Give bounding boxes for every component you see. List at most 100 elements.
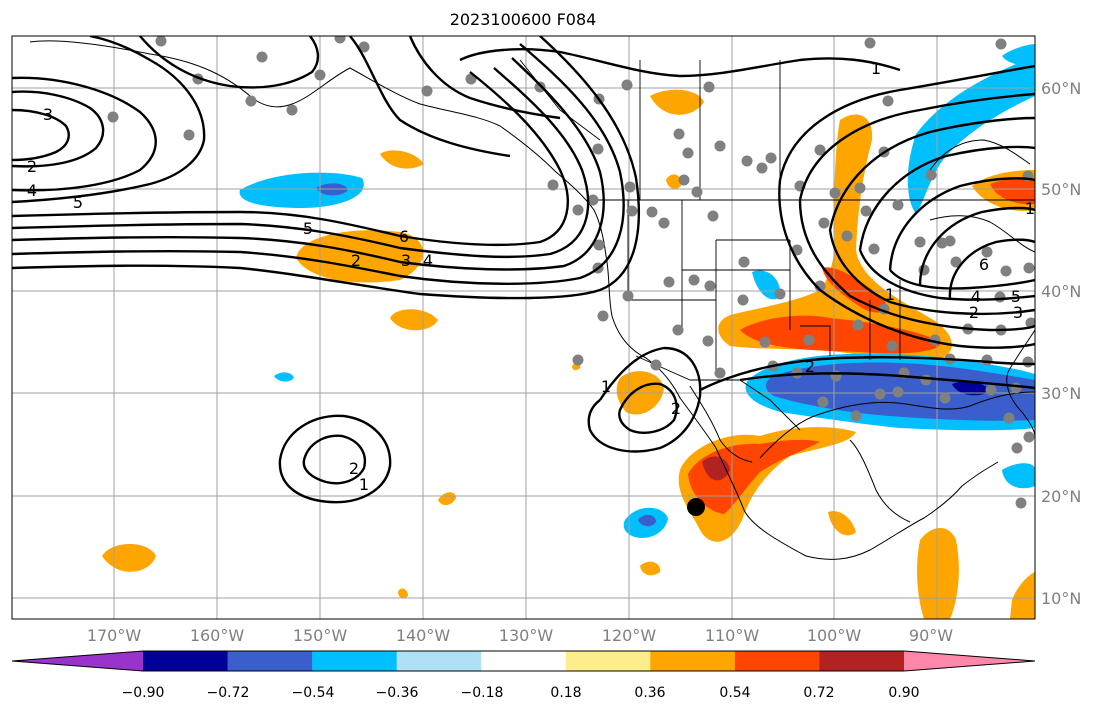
contour-line xyxy=(12,76,157,192)
state-borders xyxy=(800,280,901,360)
contour-lines xyxy=(12,36,1035,504)
positive-anomaly-core xyxy=(990,178,1035,205)
atlantic-coastline xyxy=(1006,329,1035,437)
positive-anomaly-region xyxy=(666,174,682,189)
station-dot xyxy=(854,182,866,194)
station-dot xyxy=(920,374,932,386)
station-dot xyxy=(587,194,599,206)
lon-label: 150°W xyxy=(293,626,348,645)
positive-anomaly-region xyxy=(640,561,661,576)
station-dot xyxy=(650,359,662,371)
lon-label: 160°W xyxy=(190,626,245,645)
station-dot xyxy=(892,199,904,211)
station-dot xyxy=(882,95,894,107)
map-frame xyxy=(11,35,1036,620)
colorbar-tick-label: 0.36 xyxy=(634,685,665,701)
station-dot xyxy=(864,37,876,49)
colorbar-segment xyxy=(565,651,651,671)
colorbar-segment xyxy=(650,651,736,671)
lat-label: 40°N xyxy=(1041,282,1081,301)
station-dot xyxy=(737,294,749,306)
contour-label: 1 xyxy=(885,285,895,304)
contour-line xyxy=(778,179,1035,349)
contour-label: 3 xyxy=(43,105,53,124)
map-title: 2023100600 F084 xyxy=(450,10,597,29)
contour-line xyxy=(699,356,1035,392)
station-dot xyxy=(860,205,872,217)
contour-line xyxy=(778,64,1035,181)
negative-anomaly-gulf-peak xyxy=(952,381,990,396)
contour-label: 3 xyxy=(1013,303,1023,322)
positive-anomaly-region xyxy=(102,544,156,572)
coastlines xyxy=(29,40,1035,560)
positive-anomaly-region xyxy=(650,89,704,115)
station-dot xyxy=(868,243,880,255)
colorbar-tick-label: 0.54 xyxy=(719,685,750,701)
contour-label: 4 xyxy=(971,287,981,306)
contour-line xyxy=(12,43,625,285)
station-dot xyxy=(741,155,753,167)
station-dot xyxy=(818,217,830,229)
contour-line xyxy=(459,48,901,78)
contour-line xyxy=(408,36,561,120)
station-dot xyxy=(714,140,726,152)
contour-line xyxy=(828,116,1035,231)
station-dot xyxy=(691,186,703,198)
colorbar-tick-label: −0.54 xyxy=(292,685,335,701)
latitude-labels: 60°N 50°N 40°N 30°N 20°N 10°N xyxy=(1041,79,1081,608)
station-dot xyxy=(624,181,636,193)
negative-anomaly-region xyxy=(274,372,294,382)
contour-line xyxy=(587,346,702,453)
station-dot xyxy=(1003,412,1015,424)
contour-line xyxy=(858,249,1035,301)
contour-label: 6 xyxy=(979,255,989,274)
station-dot xyxy=(995,38,1007,50)
colorbar-tick-label: 0.90 xyxy=(888,685,919,701)
colorbar-extend-high xyxy=(904,651,1035,671)
gulf-coastline xyxy=(759,391,1035,459)
station-dot xyxy=(985,384,997,396)
contour-line xyxy=(918,206,1035,287)
negative-anomaly-core xyxy=(638,514,656,527)
station-dot xyxy=(936,237,948,249)
station-dot xyxy=(245,95,257,107)
storm-position-marker xyxy=(687,498,705,516)
station-dot xyxy=(682,147,694,159)
station-dot xyxy=(803,334,815,346)
positive-anomaly-region xyxy=(438,492,456,506)
colorbar-extend-low xyxy=(12,651,143,671)
station-dot xyxy=(597,310,609,322)
station-dot xyxy=(107,111,119,123)
positive-anomaly-region xyxy=(828,511,856,536)
station-dot xyxy=(702,335,714,347)
contour-line xyxy=(798,92,1035,201)
station-dot xyxy=(572,354,584,366)
station-dot xyxy=(572,204,584,216)
lat-label: 10°N xyxy=(1041,589,1081,608)
colorbar-segment xyxy=(481,651,567,671)
contour-label: 1 xyxy=(601,377,611,396)
lat-label: 60°N xyxy=(1041,79,1081,98)
negative-anomaly-region xyxy=(239,172,364,208)
station-dot xyxy=(950,256,962,268)
positive-anomaly-region xyxy=(296,230,424,283)
contour-line xyxy=(828,229,1035,316)
contour-label: 4 xyxy=(423,251,433,270)
station-dot xyxy=(852,319,864,331)
contour-line xyxy=(798,199,1035,332)
station-dot xyxy=(994,291,1006,303)
station-dot xyxy=(646,206,658,218)
lon-label: 110°W xyxy=(705,626,760,645)
station-dot xyxy=(626,205,638,217)
station-dot xyxy=(759,336,771,348)
colorbar-tick-label: −0.18 xyxy=(461,685,504,701)
colorbar-segment xyxy=(227,651,313,671)
station-dot xyxy=(892,386,904,398)
contour-label: 5 xyxy=(73,193,83,212)
lon-label: 130°W xyxy=(499,626,554,645)
contour-line xyxy=(349,36,511,158)
contour-line xyxy=(618,382,678,434)
station-dot xyxy=(286,104,298,116)
contour-label: 2 xyxy=(671,399,681,418)
contour-line xyxy=(139,36,320,89)
